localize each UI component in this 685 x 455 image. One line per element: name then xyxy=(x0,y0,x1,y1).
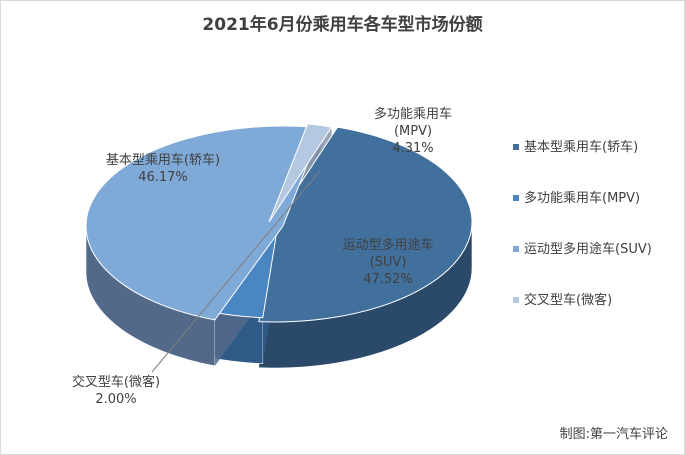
slice-label-mpv-name: 多功能乘用车 xyxy=(373,107,452,122)
slice-top-0 xyxy=(258,126,473,323)
source-note: 制图:第一汽车评论 xyxy=(559,427,668,442)
legend-label-suv: 运动型多用途车(SUV) xyxy=(524,242,652,257)
slice-label-suv-name: 运动型多用途车 xyxy=(342,238,434,253)
chart-legend: 基本型乘用车(轿车) 多功能乘用车(MPV) 运动型多用途车(SUV) 交叉型车… xyxy=(513,139,683,343)
legend-item-sedan: 基本型乘用车(轿车) xyxy=(513,139,683,156)
slice-label-suv: 运动型多用途车 (SUV) 47.52% xyxy=(323,237,453,288)
slice-top-2 xyxy=(85,125,323,321)
slice-label-sedan-pct: 46.17% xyxy=(138,170,188,185)
slice-label-crossover-pct: 2.00% xyxy=(95,392,137,407)
leader-line-crossover xyxy=(151,171,321,373)
legend-label-mpv: 多功能乘用车(MPV) xyxy=(524,191,641,206)
slice-label-suv-sub: (SUV) xyxy=(369,255,407,270)
slice-label-crossover: 交叉型车(微客) 2.00% xyxy=(46,374,186,408)
chart-title: 2021年6月份乘用车各车型市场份额 xyxy=(202,15,483,35)
slice-label-mpv-pct: 4.31% xyxy=(392,141,434,156)
slice-label-suv-pct: 47.52% xyxy=(363,272,413,287)
legend-swatch-suv xyxy=(513,246,519,252)
legend-item-suv: 运动型多用途车(SUV) xyxy=(513,241,683,258)
legend-label-crossover: 交叉型车(微客) xyxy=(524,293,613,308)
legend-swatch-mpv xyxy=(513,195,519,201)
slice-label-mpv: 多功能乘用车 (MPV) 4.31% xyxy=(348,106,478,157)
legend-swatch-crossover xyxy=(513,297,519,303)
slice-label-mpv-sub: (MPV) xyxy=(393,124,433,139)
slice-label-sedan: 基本型乘用车(轿车) 46.17% xyxy=(78,152,248,186)
legend-label-sedan: 基本型乘用车(轿车) xyxy=(524,140,639,155)
slice-label-sedan-name: 基本型乘用车(轿车) xyxy=(105,153,221,168)
slice-label-crossover-name: 交叉型车(微客) xyxy=(71,375,161,390)
legend-item-mpv: 多功能乘用车(MPV) xyxy=(513,190,683,207)
legend-swatch-sedan xyxy=(513,144,519,150)
slice-top-3 xyxy=(268,123,333,223)
legend-item-crossover: 交叉型车(微客) xyxy=(513,292,683,309)
